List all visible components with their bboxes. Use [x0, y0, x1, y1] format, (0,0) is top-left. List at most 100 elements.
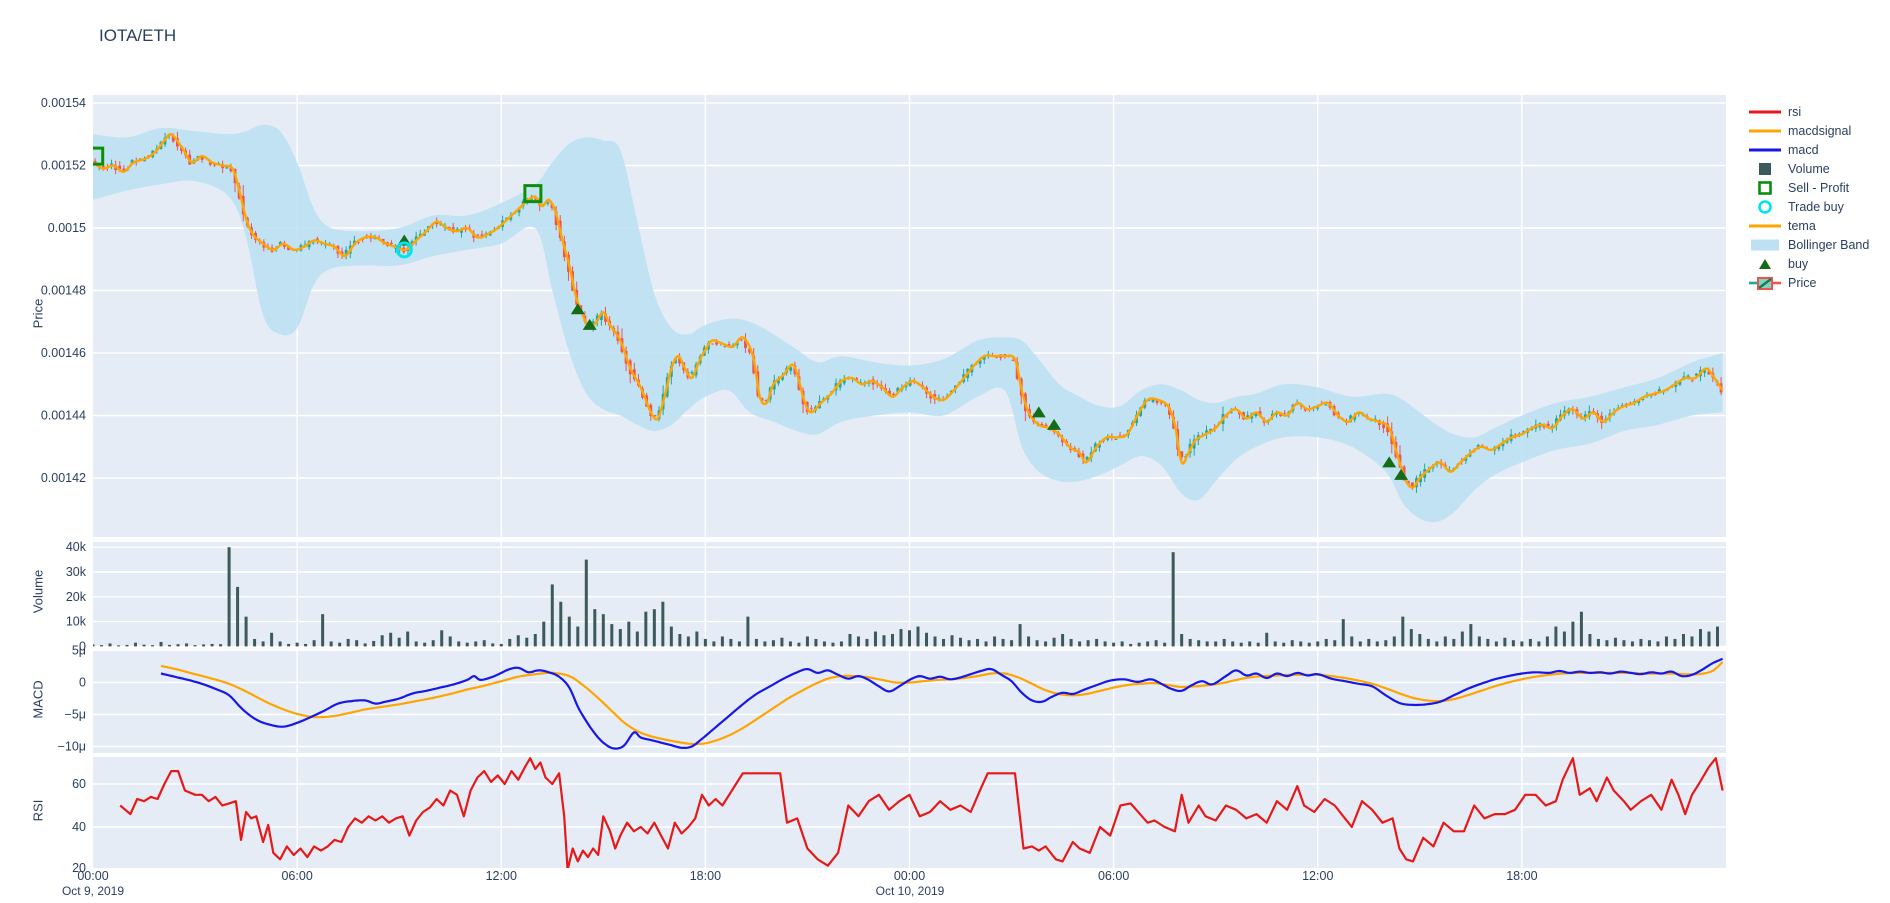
volume-bar: [1154, 640, 1158, 647]
volume-bar: [1664, 636, 1668, 647]
price-tick-label: 0.00148: [41, 284, 86, 298]
buy-marker: [582, 318, 597, 330]
price-subplot: [93, 124, 1724, 523]
legend-item-buy[interactable]: buy: [1748, 254, 1869, 273]
rsi-line: [119, 757, 1724, 868]
legend-item-macd[interactable]: macd: [1748, 140, 1869, 159]
volume-bar: [159, 641, 163, 647]
candle-body: [777, 378, 780, 384]
candle-body: [1546, 423, 1550, 427]
volume-bar: [1690, 636, 1694, 647]
legend-item-rsi[interactable]: rsi: [1748, 102, 1869, 121]
volume-bar: [763, 641, 767, 647]
legend-item-label: tema: [1788, 218, 1816, 233]
volume-bar: [1069, 638, 1073, 647]
legend-item-label: macd: [1788, 142, 1819, 157]
candle-body: [110, 163, 113, 166]
volume-bar: [610, 624, 614, 647]
volume-bar: [1146, 641, 1150, 647]
volume-bar: [1078, 641, 1082, 647]
volume-bar: [1248, 641, 1252, 647]
legend: rsi macdsignal macd Volume Sell - Profit Trad…: [1748, 102, 1869, 292]
volume-bar: [1044, 641, 1048, 647]
legend-item-price[interactable]: Price: [1748, 273, 1869, 292]
volume-bar: [1027, 636, 1031, 647]
volume-bar: [661, 601, 665, 647]
volume-bar: [1460, 631, 1464, 647]
volume-bar: [669, 626, 673, 647]
volume-bar: [1715, 626, 1719, 647]
candle-body: [1011, 359, 1015, 361]
candle-body: [1690, 380, 1694, 382]
candle-body: [208, 162, 212, 165]
volume-bar: [423, 642, 427, 647]
candle-body: [455, 228, 459, 230]
volume-bar: [1171, 552, 1175, 647]
volume-bar: [865, 638, 869, 647]
candle-body: [1229, 411, 1233, 414]
volume-bar: [1341, 619, 1345, 647]
volume-bar: [814, 638, 818, 647]
candle-body: [344, 249, 348, 255]
volume-bar: [355, 640, 359, 647]
candle-body: [1703, 370, 1707, 373]
candle-body: [213, 164, 216, 166]
volume-bar: [1452, 638, 1456, 647]
price-tick-label: 0.00154: [41, 96, 86, 110]
volume-bar: [193, 645, 197, 647]
candle-body: [1003, 354, 1007, 356]
volume-bar: [1001, 638, 1005, 647]
candle-body: [1159, 402, 1163, 404]
volume-bar: [1095, 638, 1099, 647]
legend-item-tema[interactable]: tema: [1748, 216, 1869, 235]
sell-profit-marker: [523, 184, 543, 204]
volume-bar: [176, 644, 180, 647]
legend-item-trade-buy[interactable]: Trade buy: [1748, 197, 1869, 216]
volume-bar: [1222, 638, 1226, 647]
rsi-tick-label: 40: [72, 820, 86, 834]
volume-bar: [338, 642, 342, 647]
volume-bar: [431, 640, 435, 647]
candle-body: [1583, 414, 1587, 418]
volume-bar: [1333, 640, 1337, 647]
volume-bar: [542, 621, 546, 647]
legend-item-volume[interactable]: Volume: [1748, 159, 1869, 178]
volume-bar: [559, 601, 563, 647]
candle-body: [1316, 407, 1320, 409]
volume-bar: [1588, 634, 1592, 647]
legend-item-label: Trade buy: [1788, 199, 1844, 214]
candle-body: [1085, 456, 1089, 461]
candle-body: [1205, 430, 1208, 435]
buy-marker: [1382, 456, 1397, 468]
volume-bar: [1562, 631, 1566, 647]
candle-body: [1707, 371, 1711, 375]
band-legend-icon: [1748, 239, 1782, 251]
legend-item-macdsignal[interactable]: macdsignal: [1748, 121, 1869, 140]
legend-item-bollinger-band[interactable]: Bollinger Band: [1748, 235, 1869, 254]
rsi-tick-label: 60: [72, 777, 86, 791]
candle-body: [735, 342, 739, 346]
candle-body: [534, 198, 537, 200]
volume-bar: [1205, 641, 1209, 647]
circle-open-legend-icon: [1748, 199, 1782, 215]
candle-body: [1044, 424, 1048, 427]
volume-bar: [959, 637, 963, 647]
volume-bar: [372, 640, 376, 647]
volume-bar: [397, 637, 401, 647]
volume-tick-label: 30k: [66, 565, 87, 579]
volume-bar: [1545, 636, 1549, 647]
volume-bar: [1647, 640, 1651, 647]
volume-bar: [1503, 637, 1507, 647]
volume-bar: [720, 636, 724, 647]
volume-bar: [142, 644, 146, 647]
line-legend-icon: [1748, 147, 1782, 153]
volume-bar: [618, 629, 622, 647]
rsi-axis-title: RSI: [30, 799, 46, 822]
candle-body: [1155, 400, 1159, 403]
candle-body: [381, 238, 385, 242]
volume-bar: [533, 634, 537, 647]
legend-item-sell-profit[interactable]: Sell - Profit: [1748, 178, 1869, 197]
macd-tick-label: −10μ: [58, 740, 86, 754]
